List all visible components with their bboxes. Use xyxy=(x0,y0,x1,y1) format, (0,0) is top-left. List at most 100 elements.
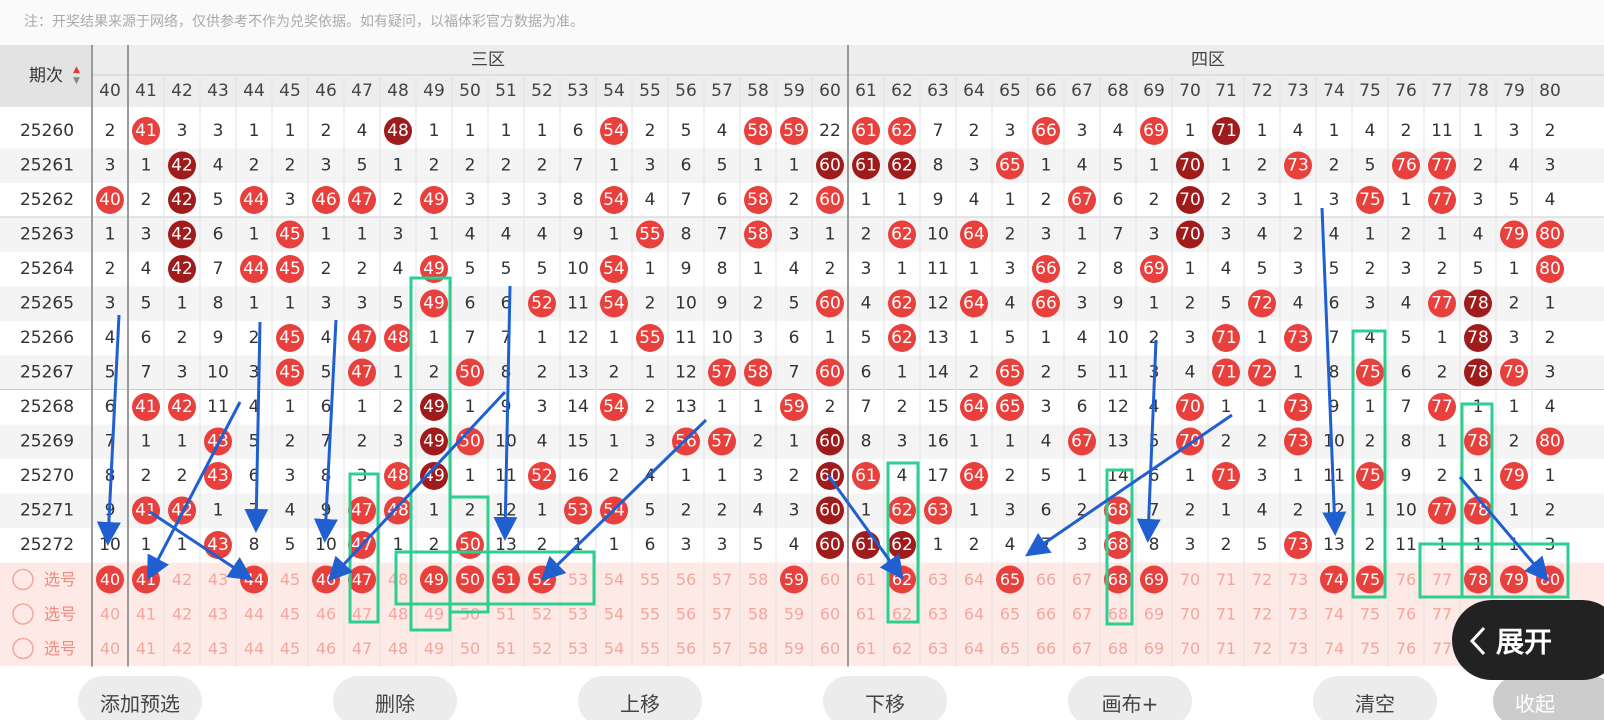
select-number[interactable]: 74 xyxy=(1324,639,1344,658)
select-number[interactable]: 55 xyxy=(640,605,660,624)
select-number[interactable]: 70 xyxy=(1180,639,1200,658)
select-number[interactable]: 51 xyxy=(496,639,516,658)
select-number[interactable]: 73 xyxy=(1288,605,1308,624)
select-number[interactable]: 69 xyxy=(1144,570,1164,589)
select-number[interactable]: 58 xyxy=(748,639,768,658)
button-bg[interactable] xyxy=(1493,676,1604,720)
select-number[interactable]: 46 xyxy=(316,605,336,624)
selected-ball[interactable] xyxy=(1500,565,1528,594)
button-bg[interactable] xyxy=(1068,676,1192,720)
button-bg[interactable] xyxy=(333,676,457,720)
select-number[interactable]: 76 xyxy=(1396,639,1416,658)
select-number[interactable]: 68 xyxy=(1108,639,1128,658)
select-label[interactable]: 选号 xyxy=(44,639,76,658)
select-label[interactable]: 选号 xyxy=(44,605,76,624)
select-number[interactable]: 58 xyxy=(748,605,768,624)
select-number[interactable]: 51 xyxy=(496,605,516,624)
selected-ball[interactable] xyxy=(780,565,808,594)
button[interactable]: 上移 xyxy=(620,692,660,716)
select-number[interactable]: 77 xyxy=(1432,605,1452,624)
select-number[interactable]: 54 xyxy=(604,639,624,658)
select-number[interactable]: 71 xyxy=(1216,605,1236,624)
selected-ball[interactable] xyxy=(420,565,448,594)
select-number[interactable]: 74 xyxy=(1324,605,1344,624)
button[interactable]: 添加预选 xyxy=(100,692,180,716)
select-number[interactable]: 40 xyxy=(100,605,120,624)
selected-ball[interactable] xyxy=(1320,565,1348,594)
selected-ball[interactable] xyxy=(348,565,376,594)
select-number[interactable]: 64 xyxy=(964,605,984,624)
select-number[interactable]: 59 xyxy=(784,639,804,658)
select-number[interactable]: 62 xyxy=(892,570,912,589)
select-number[interactable]: 51 xyxy=(496,570,516,589)
select-number[interactable]: 72 xyxy=(1252,605,1272,624)
select-number[interactable]: 48 xyxy=(388,570,408,589)
select-number[interactable]: 65 xyxy=(1000,570,1020,589)
select-number[interactable]: 52 xyxy=(532,639,552,658)
sort-down[interactable]: ▼ xyxy=(73,76,80,86)
select-number[interactable]: 72 xyxy=(1252,639,1272,658)
select-number[interactable]: 79 xyxy=(1504,570,1524,589)
select-number[interactable]: 47 xyxy=(352,639,372,658)
select-number[interactable]: 41 xyxy=(136,639,156,658)
select-number[interactable]: 56 xyxy=(676,639,696,658)
select-number[interactable]: 42 xyxy=(172,639,192,658)
button[interactable]: 清空 xyxy=(1355,692,1395,716)
selected-ball[interactable] xyxy=(492,565,520,594)
select-number[interactable]: 61 xyxy=(856,605,876,624)
select-number[interactable]: 53 xyxy=(568,639,588,658)
select-number[interactable]: 76 xyxy=(1396,570,1416,589)
select-number[interactable]: 49 xyxy=(424,570,444,589)
select-number[interactable]: 41 xyxy=(136,605,156,624)
select-number[interactable]: 60 xyxy=(820,605,840,624)
select-number[interactable]: 44 xyxy=(244,605,264,624)
select-number[interactable]: 55 xyxy=(640,570,660,589)
select-number[interactable]: 42 xyxy=(172,570,192,589)
select-number[interactable]: 59 xyxy=(784,570,804,589)
select-number[interactable]: 70 xyxy=(1180,570,1200,589)
selected-ball[interactable] xyxy=(1464,565,1492,594)
select-number[interactable]: 55 xyxy=(640,639,660,658)
select-number[interactable]: 50 xyxy=(460,570,480,589)
select-number[interactable]: 64 xyxy=(964,570,984,589)
select-number[interactable]: 54 xyxy=(604,605,624,624)
select-number[interactable]: 44 xyxy=(244,639,264,658)
select-number[interactable]: 45 xyxy=(280,605,300,624)
select-number[interactable]: 46 xyxy=(316,570,336,589)
selected-ball[interactable] xyxy=(1104,565,1132,594)
select-number[interactable]: 44 xyxy=(244,570,264,589)
button-bg[interactable] xyxy=(578,676,702,720)
select-number[interactable]: 77 xyxy=(1432,639,1452,658)
select-number[interactable]: 71 xyxy=(1216,570,1236,589)
select-number[interactable]: 58 xyxy=(748,570,768,589)
select-radio[interactable] xyxy=(12,603,34,625)
select-number[interactable]: 43 xyxy=(208,639,228,658)
select-number[interactable]: 66 xyxy=(1036,605,1056,624)
select-number[interactable]: 67 xyxy=(1072,605,1092,624)
select-number[interactable]: 62 xyxy=(892,605,912,624)
button-bg[interactable] xyxy=(823,676,947,720)
select-number[interactable]: 71 xyxy=(1216,639,1236,658)
button[interactable]: 收起 xyxy=(1515,692,1555,716)
select-number[interactable]: 66 xyxy=(1036,570,1056,589)
select-number[interactable]: 75 xyxy=(1360,605,1380,624)
select-label[interactable]: 选号 xyxy=(44,570,76,589)
select-number[interactable]: 72 xyxy=(1252,570,1272,589)
select-number[interactable]: 53 xyxy=(568,570,588,589)
select-number[interactable]: 56 xyxy=(676,570,696,589)
select-number[interactable]: 56 xyxy=(676,605,696,624)
select-number[interactable]: 50 xyxy=(460,605,480,624)
select-number[interactable]: 60 xyxy=(820,639,840,658)
select-number[interactable]: 42 xyxy=(172,605,192,624)
select-number[interactable]: 57 xyxy=(712,570,732,589)
select-number[interactable]: 48 xyxy=(388,639,408,658)
select-number[interactable]: 40 xyxy=(100,570,120,589)
select-number[interactable]: 73 xyxy=(1288,639,1308,658)
expand-button-bg[interactable] xyxy=(1452,600,1604,680)
select-number[interactable]: 61 xyxy=(856,639,876,658)
button[interactable]: 下移 xyxy=(865,692,905,716)
select-number[interactable]: 60 xyxy=(820,570,840,589)
select-number[interactable]: 45 xyxy=(280,570,300,589)
select-number[interactable]: 49 xyxy=(424,605,444,624)
select-number[interactable]: 63 xyxy=(928,639,948,658)
